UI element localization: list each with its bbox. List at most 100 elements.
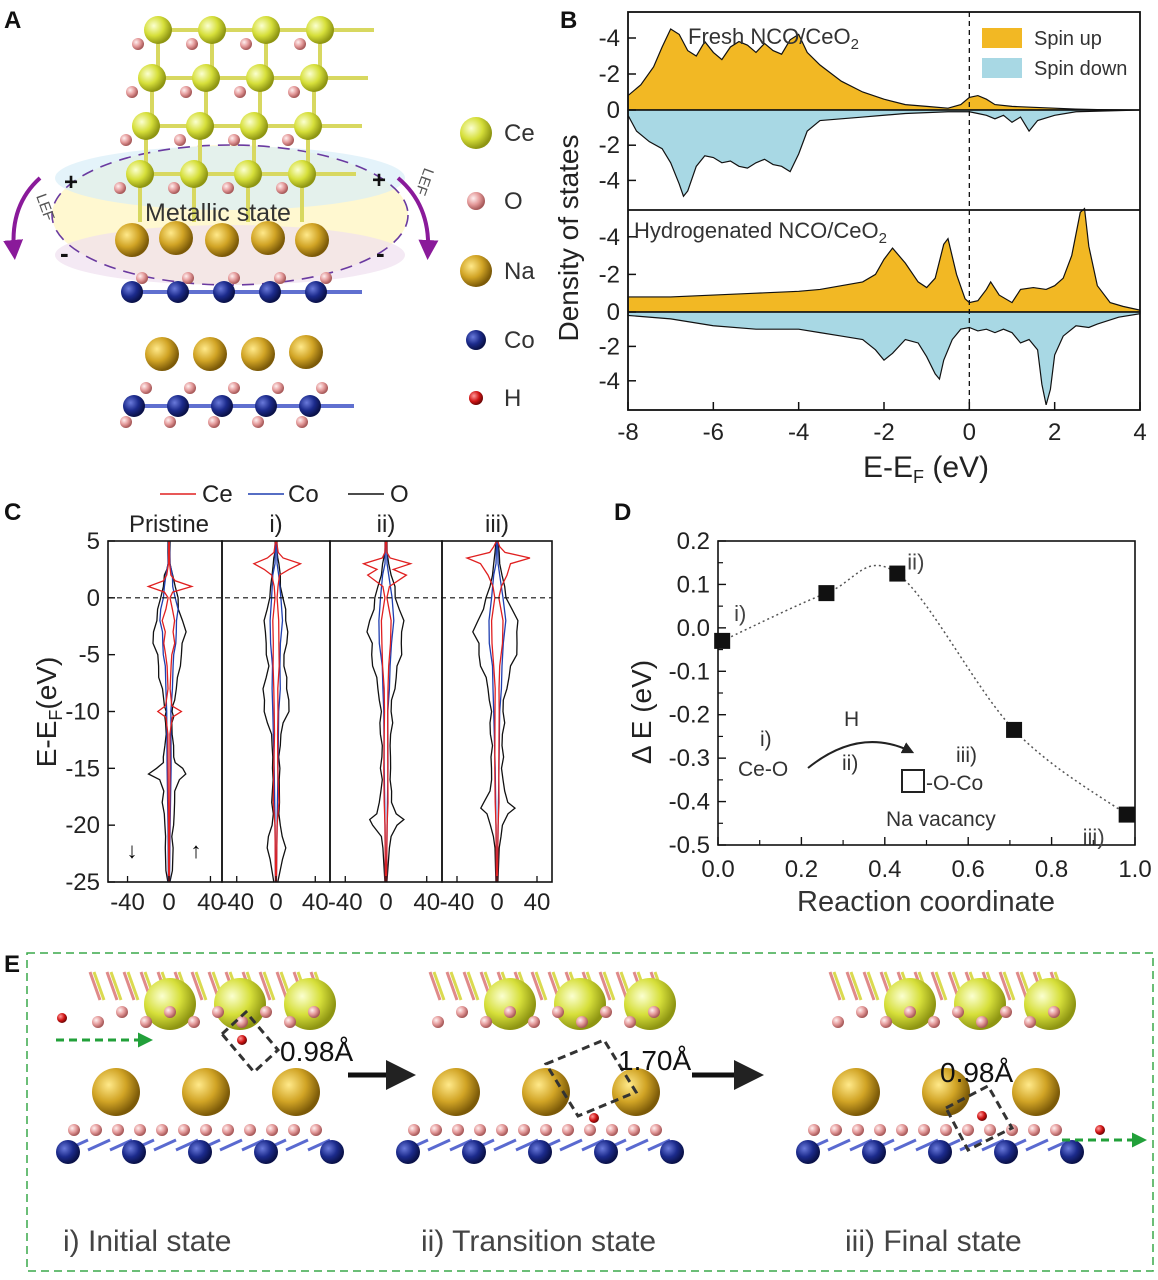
scene-0-ceo-bond-2 xyxy=(122,971,136,1001)
scene-1-co-o-5 xyxy=(518,1124,530,1136)
scene-2-co-o-7 xyxy=(962,1124,974,1136)
scene-1 xyxy=(396,971,684,1164)
pdos-ce-right-3 xyxy=(496,540,531,883)
dos-yticklabel-0-4: -4 xyxy=(599,167,620,194)
scene-2-o-atom-0 xyxy=(832,1016,844,1028)
scene-1-ceo-bond-6 xyxy=(530,971,544,1001)
pdos-subplot-title-0: Pristine xyxy=(129,511,209,538)
pdos-xticklabel-3-0: -40 xyxy=(440,889,475,916)
panel-e-scenes xyxy=(56,971,1147,1164)
co-layer-o-bottom-4 xyxy=(296,416,308,428)
na-atom-upper-1 xyxy=(159,221,193,255)
scene-2-ceo-bond-b-10 xyxy=(1002,971,1016,1001)
pdos-o-right-0 xyxy=(169,540,187,883)
dos-yticklabel-0-3: -2 xyxy=(599,132,620,159)
scene-1-o-atom-7 xyxy=(600,1006,612,1018)
scene-1-co-bond-4 xyxy=(493,1138,517,1152)
energy-point-3 xyxy=(1006,721,1023,738)
scene-2-co-bond-1 xyxy=(827,1138,851,1152)
dos-xticklabel-4: 0 xyxy=(963,419,976,446)
scene-2-co-bond-4 xyxy=(893,1138,917,1152)
dos-xticklabel-3: -2 xyxy=(873,419,894,446)
scene-1-ceo-bond-b-6 xyxy=(534,971,548,1001)
inset-arrow-label-top: H xyxy=(844,708,859,731)
scene-0-co-o-2 xyxy=(112,1124,124,1136)
pdos-xticklabel-3-1: 0 xyxy=(490,889,503,916)
lef-label-right: LEF xyxy=(411,166,436,198)
ce-layer-o-13 xyxy=(168,182,180,194)
scene-1-co-o-6 xyxy=(540,1124,552,1136)
scene-1-ceo-bond-10 xyxy=(598,971,612,1001)
co-layer-o-upper-3 xyxy=(274,272,286,284)
scene-2-o-atom-1 xyxy=(856,1006,868,1018)
pdos-subplot-title-2: ii) xyxy=(377,511,396,538)
scene-1-co-o-0 xyxy=(408,1124,420,1136)
pdos-xticklabel-1-2: 40 xyxy=(302,889,329,916)
panel-a-legend: Ce O Na Co H xyxy=(460,117,535,412)
pdos-yticklabel-2: -5 xyxy=(79,642,100,669)
scene-1-co-o-10 xyxy=(628,1124,640,1136)
pdos-frame-3 xyxy=(441,540,553,883)
ce-layer-o-4 xyxy=(126,86,138,98)
panel-c-ylabel-main: E-E xyxy=(31,721,62,768)
spin-up-arrow: ↑ xyxy=(191,838,202,863)
scene-0-co-atom-3 xyxy=(254,1140,278,1164)
panel-c-ylabel-sub: F xyxy=(46,710,66,721)
scene-0-ce-atom-1 xyxy=(214,978,266,1030)
legend-na-ball xyxy=(460,255,492,287)
scene-2-co-o-9 xyxy=(1006,1124,1018,1136)
legend-spin-up-label: Spin up xyxy=(1034,28,1102,50)
pdos-co-left-1 xyxy=(269,540,277,883)
ce-atom-8 xyxy=(132,112,160,140)
ce-atom-0 xyxy=(144,16,172,44)
co-atom-upper-4 xyxy=(305,281,327,303)
energy-point-0 xyxy=(714,632,731,649)
dos-yticklabel-0-2: 0 xyxy=(607,97,620,124)
scene-2-o-atom-8 xyxy=(1024,1016,1036,1028)
scene-0-o-atom-1 xyxy=(116,1006,128,1018)
scene-0-o-atom-5 xyxy=(212,1006,224,1018)
energy-frame xyxy=(717,540,1136,846)
bond-length-transition: 1.70Å xyxy=(618,1045,691,1076)
scene-2-ce-atom-1 xyxy=(954,978,1006,1030)
pdos-ce-right-2 xyxy=(385,540,413,883)
scene-0-co-atom-2 xyxy=(188,1140,212,1164)
scene-2-na-atom-1 xyxy=(922,1068,970,1116)
ce-layer-o-9 xyxy=(174,134,186,146)
ce-atom-3 xyxy=(306,16,334,44)
scene-2-co-o-4 xyxy=(896,1124,908,1136)
inset-left-label: Ce-O xyxy=(738,758,788,781)
scene-2-ceo-bond-0 xyxy=(828,971,842,1001)
panel-c-ylabel-unit: (eV) xyxy=(31,657,62,710)
ce-layer-o-5 xyxy=(180,86,192,98)
na-atom-upper-2 xyxy=(205,223,239,257)
scene-0-o-atom-7 xyxy=(260,1006,272,1018)
lef-arrow-right xyxy=(396,176,439,260)
scene-1-na-atom-0 xyxy=(432,1068,480,1116)
scene-2-co-o-1 xyxy=(830,1124,842,1136)
pdos-frame-1 xyxy=(221,540,331,883)
scene-1-o-atom-4 xyxy=(528,1016,540,1028)
scene-0-co-atom-0 xyxy=(56,1140,80,1164)
metallic-state-label: Metallic state xyxy=(145,199,291,227)
panel-b-title-fresh-sub: 2 xyxy=(851,36,859,53)
dos-xticklabel-2: -4 xyxy=(788,419,809,446)
panel-b-title-hydrogenated: Hydrogenated NCO/CeO2 xyxy=(634,218,887,247)
pdos-o-right-3 xyxy=(497,540,519,883)
ce-atom-11 xyxy=(294,112,322,140)
pdos-co-left-0 xyxy=(159,540,170,883)
scene-2-ceo-bond-10 xyxy=(998,971,1012,1001)
scene-0-ceo-bond-10 xyxy=(258,971,272,1001)
scene-2-co-bond-7 xyxy=(959,1138,983,1152)
co-layer-o-upper-4 xyxy=(320,272,332,284)
ce-layer-o-1 xyxy=(186,38,198,50)
scene-1-o-atom-1 xyxy=(456,1006,468,1018)
dos-xticklabel-1: -6 xyxy=(703,419,724,446)
ce-layer-o-14 xyxy=(222,182,234,194)
scene-0-co-o-9 xyxy=(266,1124,278,1136)
pdos-ce-left-3 xyxy=(464,540,498,883)
ce-layer-o-10 xyxy=(228,134,240,146)
scene-2-co-atom-2 xyxy=(928,1140,952,1164)
